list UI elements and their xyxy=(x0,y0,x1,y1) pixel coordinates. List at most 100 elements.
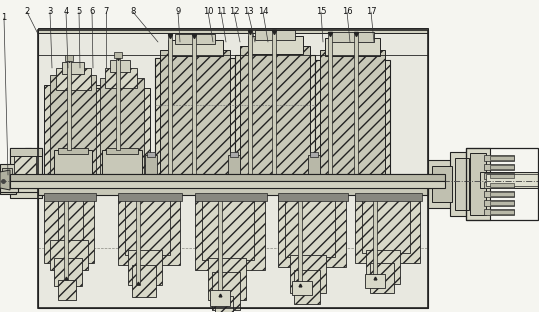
Bar xyxy=(38,183,428,195)
Bar xyxy=(100,78,144,175)
Bar xyxy=(38,30,428,183)
Bar xyxy=(67,58,71,150)
Bar xyxy=(490,174,514,178)
Bar xyxy=(58,148,88,154)
Bar xyxy=(373,195,377,280)
Bar xyxy=(168,34,172,180)
Bar xyxy=(10,174,445,188)
Bar xyxy=(308,155,320,177)
Bar xyxy=(355,195,420,263)
Text: 8: 8 xyxy=(130,7,136,16)
Text: 1: 1 xyxy=(2,13,6,22)
Bar xyxy=(450,152,472,216)
Bar xyxy=(366,250,400,284)
Bar xyxy=(330,32,374,42)
Bar xyxy=(125,195,170,255)
Bar xyxy=(484,173,514,179)
Bar xyxy=(466,148,538,220)
Bar xyxy=(466,148,490,220)
Bar xyxy=(480,172,538,188)
Bar xyxy=(192,34,196,174)
Bar xyxy=(212,272,240,310)
Bar xyxy=(490,210,514,214)
Bar xyxy=(110,60,130,72)
Bar xyxy=(255,30,295,40)
Bar xyxy=(484,164,514,170)
Bar xyxy=(10,148,42,198)
Bar xyxy=(484,191,514,197)
Bar xyxy=(65,55,73,61)
Bar xyxy=(10,156,38,192)
Bar xyxy=(38,183,428,308)
Polygon shape xyxy=(0,174,8,188)
Bar xyxy=(128,250,162,285)
Text: 16: 16 xyxy=(342,7,353,16)
Bar xyxy=(22,168,36,180)
Bar xyxy=(0,164,18,192)
Bar xyxy=(470,153,486,215)
Bar xyxy=(325,38,380,56)
Bar xyxy=(484,155,514,161)
Text: 2: 2 xyxy=(24,7,30,16)
Bar xyxy=(248,30,252,180)
Polygon shape xyxy=(0,170,10,190)
Bar xyxy=(278,195,346,267)
Bar xyxy=(38,28,428,33)
Bar xyxy=(168,40,223,56)
Bar xyxy=(310,152,318,157)
Bar xyxy=(484,182,514,188)
Bar xyxy=(235,55,315,178)
Bar xyxy=(298,195,302,285)
Bar xyxy=(428,160,456,208)
Bar xyxy=(10,148,42,156)
Bar xyxy=(14,155,36,185)
Bar xyxy=(195,193,267,201)
Text: 7: 7 xyxy=(103,7,109,16)
Bar xyxy=(10,174,445,181)
Bar xyxy=(215,296,233,312)
Text: 6: 6 xyxy=(89,7,95,16)
Bar xyxy=(44,195,94,263)
Bar xyxy=(44,193,96,201)
Text: 13: 13 xyxy=(243,7,253,16)
Text: 5: 5 xyxy=(77,7,81,16)
Bar xyxy=(0,172,10,190)
Text: 3: 3 xyxy=(47,7,53,16)
Bar xyxy=(354,32,358,174)
Bar xyxy=(10,181,445,188)
Text: 11: 11 xyxy=(216,7,226,16)
Bar xyxy=(147,152,155,157)
Bar xyxy=(328,32,332,180)
Text: 17: 17 xyxy=(365,7,376,16)
Bar xyxy=(490,165,514,169)
Bar xyxy=(10,162,32,186)
Bar xyxy=(208,258,246,300)
Bar xyxy=(145,155,157,177)
Text: 14: 14 xyxy=(258,7,268,16)
Bar xyxy=(10,148,42,192)
Bar xyxy=(370,263,394,293)
Bar xyxy=(44,85,102,175)
Bar xyxy=(290,255,326,293)
Bar xyxy=(56,68,91,90)
Bar xyxy=(116,55,120,150)
Bar xyxy=(490,192,514,196)
Text: 9: 9 xyxy=(175,7,181,16)
Bar xyxy=(294,270,320,304)
Bar xyxy=(228,155,240,177)
Bar xyxy=(484,200,514,206)
Bar xyxy=(292,281,312,295)
Bar xyxy=(195,195,265,270)
Bar xyxy=(240,46,310,178)
Bar xyxy=(278,193,348,201)
Text: 12: 12 xyxy=(229,7,239,16)
Bar xyxy=(315,60,390,178)
Bar xyxy=(38,30,428,183)
Bar xyxy=(136,195,140,285)
Bar xyxy=(175,34,215,44)
Bar xyxy=(320,50,385,178)
Text: 4: 4 xyxy=(64,7,68,16)
Bar xyxy=(114,52,122,58)
Bar xyxy=(155,58,235,178)
Bar xyxy=(210,290,230,306)
